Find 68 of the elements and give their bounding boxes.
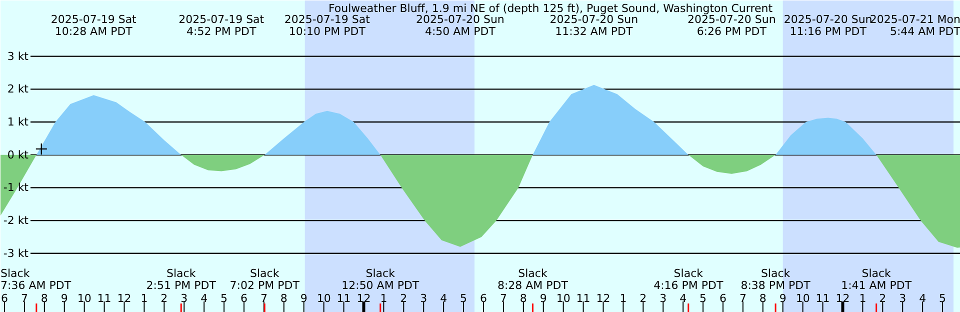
x-tick-label: 9 — [540, 292, 547, 305]
annotation: Slack 7:36 AM PDT — [0, 266, 72, 292]
x-tick-label: 11 — [816, 292, 830, 305]
annotation: 2025-07-20 Sun 11:16 PM PDT — [784, 12, 872, 38]
x-tick-label: 12 — [596, 292, 610, 305]
x-tick-label: 7 — [500, 292, 507, 305]
annotation: Slack 1:41 AM PDT — [841, 266, 912, 292]
x-tick-label: 1 — [380, 292, 388, 305]
annotation: 2025-07-20 Sun 4:50 AM PDT — [416, 12, 504, 38]
x-tick-label: 10 — [556, 292, 570, 305]
x-tick-label: 8 — [520, 292, 527, 305]
x-tick-label: 8 — [759, 292, 766, 305]
y-tick-label: 3 kt — [7, 50, 30, 63]
y-tick-label: -1 kt — [3, 181, 30, 194]
x-tick-label: 6 — [0, 292, 8, 305]
x-tick-label: 7 — [739, 292, 746, 305]
x-tick-label: 10 — [316, 292, 331, 305]
x-tick-label: 6 — [480, 292, 487, 305]
x-tick-label: 4 — [440, 292, 448, 305]
x-tick-label: 8 — [280, 292, 288, 305]
x-tick-label: 1 — [859, 292, 866, 305]
x-tick-label: 9 — [300, 292, 308, 305]
annotation: Slack 4:16 PM PDT — [654, 266, 724, 292]
x-tick-label: 11 — [97, 292, 112, 305]
x-tick-label: 11 — [576, 292, 590, 305]
x-tick-label: 10 — [77, 292, 92, 305]
x-tick-label: 2 — [400, 292, 408, 305]
x-tick-label: 5 — [220, 292, 228, 305]
x-tick-label: 12 — [117, 292, 132, 305]
x-tick-label: 2 — [640, 292, 647, 305]
annotation: 2025-07-19 Sat 4:52 PM PDT — [178, 12, 265, 38]
chart-title: Foulweather Bluff, 1.9 mi NE of (depth 125 ft), Puget Sound, Washington Current — [328, 2, 774, 15]
x-tick-label: 5 — [460, 292, 468, 305]
x-tick-label: 5 — [939, 292, 946, 305]
y-tick-label: 1 kt — [7, 116, 30, 129]
x-tick-label: 11 — [336, 292, 351, 305]
x-tick-label: 3 — [899, 292, 906, 305]
x-tick-label: 3 — [420, 292, 428, 305]
x-tick-label: 12 — [356, 292, 371, 305]
x-tick-label: 5 — [700, 292, 707, 305]
x-tick-label: 12 — [836, 292, 850, 305]
x-tick-label: 2 — [160, 292, 168, 305]
x-tick-label: 1 — [620, 292, 627, 305]
y-tick-label: -3 kt — [3, 246, 30, 260]
annotation: 2025-07-19 Sat 10:28 AM PDT — [50, 12, 138, 38]
x-tick-label: 6 — [719, 292, 726, 305]
x-tick-label: 4 — [680, 292, 687, 305]
x-tick-label: 4 — [200, 292, 208, 305]
annotation: Slack 2:51 PM PDT — [146, 266, 216, 292]
x-tick-label: 3 — [660, 292, 667, 305]
x-tick-label: 3 — [180, 292, 188, 305]
y-tick-label: -2 kt — [3, 214, 30, 228]
annotation: 2025-07-19 Sat 10:10 PM PDT — [284, 12, 371, 38]
x-tick-label: 9 — [60, 292, 68, 305]
x-tick-label: 7 — [20, 292, 28, 305]
x-tick-label: 6 — [240, 292, 248, 305]
x-tick-label: 4 — [919, 292, 926, 305]
x-tick-label: 7 — [260, 292, 268, 305]
annotation: Slack 7:02 PM PDT — [230, 266, 300, 292]
x-tick-label: 2 — [879, 292, 886, 305]
x-tick-label: 1 — [140, 292, 148, 305]
x-tick-label: 8 — [40, 292, 48, 305]
annotation: Slack 8:28 AM PDT — [497, 266, 568, 292]
x-tick-label: 9 — [779, 292, 786, 305]
y-tick-label: 2 kt — [7, 82, 30, 96]
x-tick-label: 10 — [796, 292, 810, 305]
annotation: Slack 12:50 AM PDT — [342, 266, 420, 292]
annotation: Slack 8:38 PM PDT — [740, 266, 811, 292]
